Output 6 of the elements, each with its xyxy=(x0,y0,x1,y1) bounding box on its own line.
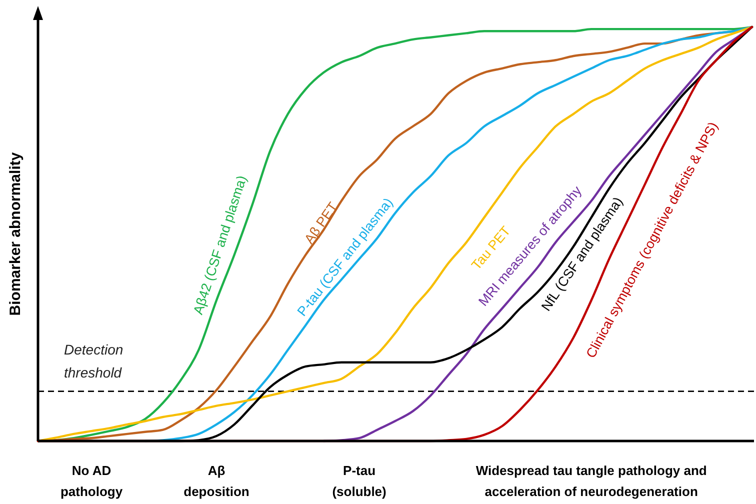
x-tick-label: P-tau (soluble) xyxy=(332,463,386,499)
y-axis-title: Biomarker abnormality xyxy=(7,152,24,316)
x-tick-label: Aβ deposition xyxy=(184,463,250,499)
ref-line-label: Detection threshold xyxy=(64,341,124,380)
x-tick-label: Widespread tau tangle pathology and acceleration of neurodegeneration xyxy=(476,463,707,499)
x-tick-label: No AD pathology xyxy=(60,463,124,499)
